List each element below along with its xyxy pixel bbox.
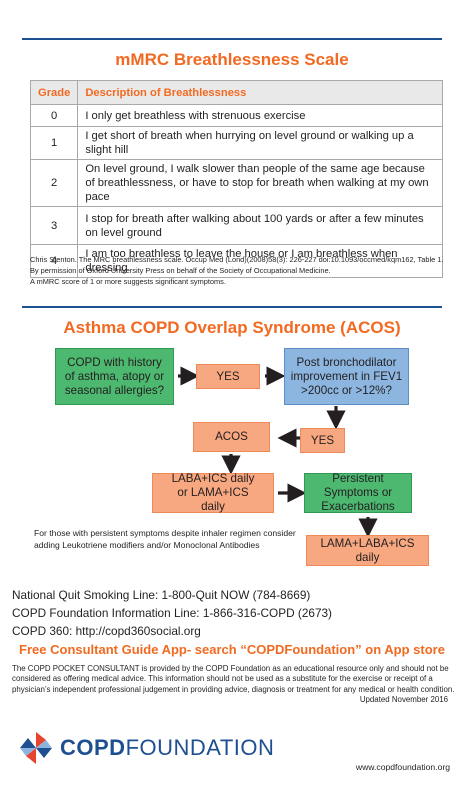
citation-line-2: By permission of Oxford University Press… [30,266,331,275]
description-cell: On level ground, I walk slower than peop… [77,159,443,207]
table-row: 0 I only get breathless with strenuous e… [29,104,443,127]
table-row: 4 I am too breathless to leave the house… [29,244,443,278]
yes-box-1: YES [196,364,260,389]
acos-title: Asthma COPD Overlap Syndrome (ACOS) [63,318,401,337]
acos-box: ACOS [193,422,270,452]
mmrc-table: Grade Description of Breathlessness 0 I … [29,80,443,278]
pinwheel-icon [20,732,52,764]
grade-cell: 3 [29,206,79,245]
description-header: Description of Breathlessness [77,80,443,105]
grade-cell: 4 [29,244,79,278]
mmrc-title: mMRC Breathlessness Scale [115,50,349,69]
quit-line: National Quit Smoking Line: 1-800-Quit N… [12,588,311,602]
disclaimer: The COPD POCKET CONSULTANT is provided b… [12,664,455,694]
copd-history-box: COPD with history of asthma, atopy or se… [55,348,174,405]
logo-bold: COPD [60,735,126,760]
top-divider [22,38,442,40]
laba-ics-box: LABA+ICS daily or LAMA+ICS daily [152,472,274,513]
description-cell: I am too breathless to leave the house o… [77,244,443,278]
grade-header: Grade [29,80,79,105]
website-link[interactable]: www.copdfoundation.org [355,762,450,772]
persistent-symptoms-note: For those with persistent symptoms despi… [34,528,296,550]
table-row: 2 On level ground, I walk slower than pe… [29,159,443,207]
triple-therapy-box: LAMA+LABA+ICS daily [306,535,429,566]
citation-line-1: Chris Stenton. The MRC breathlessness sc… [30,255,444,264]
citation: Chris Stenton. The MRC breathlessness sc… [30,254,450,287]
yes-box-2: YES [300,428,345,453]
updated-date: Updated November 2016 [359,695,448,704]
persistent-symptoms-box: Persistent Symptoms or Exacerbations [304,472,412,513]
table-header-row: Grade Description of Breathlessness [29,80,443,105]
copd360-link[interactable]: COPD 360: http://copd360social.org [12,624,201,638]
app-promo: Free Consultant Guide App- search “COPDF… [19,642,445,657]
logo-light: FOUNDATION [125,735,275,760]
post-bronchodilator-box: Post bronchodilator improvement in FEV1 … [284,348,409,405]
middle-divider [22,306,442,308]
logo-wordmark: COPDFOUNDATION [60,735,274,761]
citation-line-3: A mMRC score of 1 or more suggests signi… [30,277,226,286]
copd-foundation-logo: COPDFOUNDATION [18,730,274,766]
info-line: COPD Foundation Information Line: 1-866-… [12,606,332,620]
